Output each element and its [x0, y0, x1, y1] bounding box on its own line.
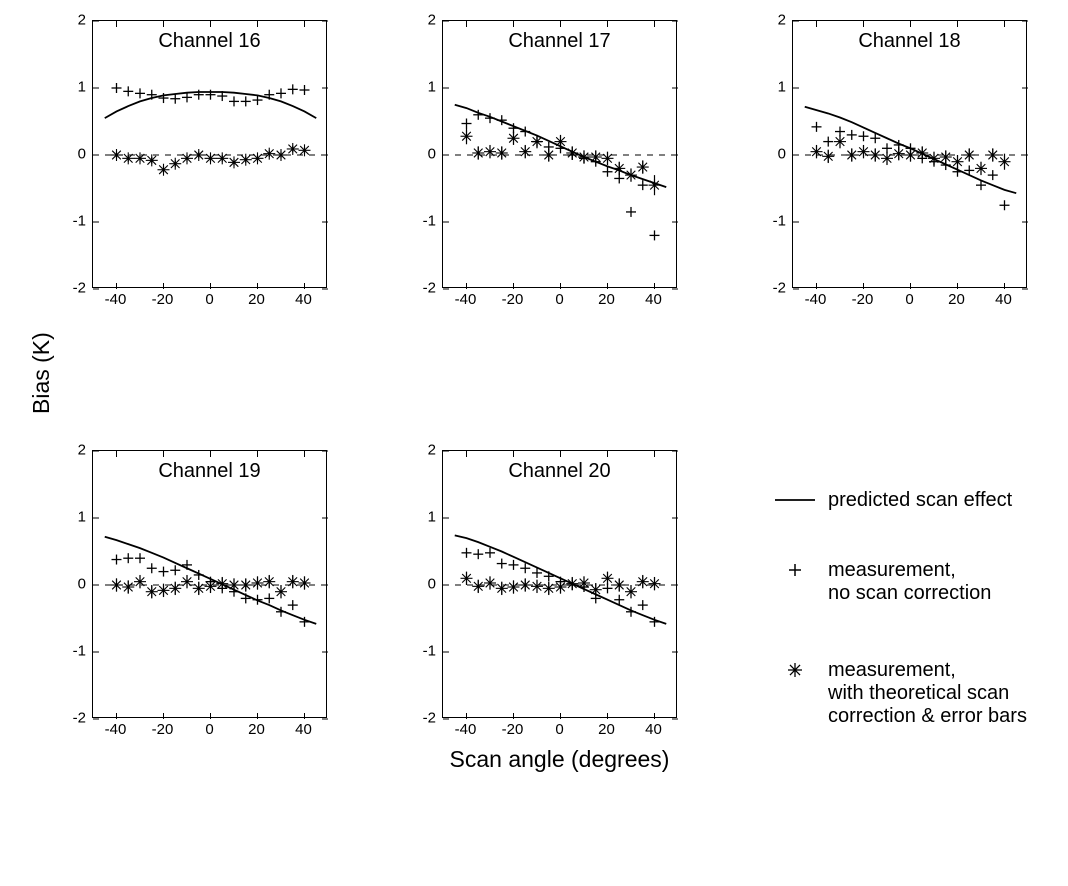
- xtick-label: -40: [105, 721, 127, 738]
- panel-ch19: -40 -20 0 20 40 -2 -1 0 1 2 Channel 19: [70, 440, 332, 758]
- ytick-label: 1: [78, 509, 86, 526]
- xtick-label: -40: [455, 291, 477, 308]
- xtick-label: -20: [852, 291, 874, 308]
- xtick-label: 20: [248, 721, 265, 738]
- xtick-label: 0: [205, 291, 213, 308]
- panel-title: Channel 16: [158, 30, 260, 53]
- ytick-label: 2: [428, 12, 436, 29]
- xtick-label: 40: [645, 721, 662, 738]
- xtick-label: -40: [105, 291, 127, 308]
- xtick-label: -20: [152, 291, 174, 308]
- ytick-label: -1: [73, 643, 86, 660]
- ytick-label: 0: [78, 576, 86, 593]
- plot-area: [92, 20, 327, 288]
- ytick-label: -2: [423, 280, 436, 297]
- plot-area: [442, 450, 677, 718]
- ytick-label: -1: [423, 643, 436, 660]
- xtick-label: -20: [502, 291, 524, 308]
- plot-area: [442, 20, 677, 288]
- xtick-label: -40: [805, 291, 827, 308]
- panel-ch17: -40 -20 0 20 40 -2 -1 0 1 2 Channel 17: [420, 10, 682, 328]
- xtick-label: 0: [555, 721, 563, 738]
- xtick-label: -20: [152, 721, 174, 738]
- legend-label: predicted scan effect: [828, 489, 1012, 512]
- xtick-label: 0: [555, 291, 563, 308]
- legend-label: measurement, with theoretical scan corre…: [828, 659, 1027, 728]
- xtick-label: 20: [948, 291, 965, 308]
- ytick-label: 0: [428, 146, 436, 163]
- ytick-label: -1: [73, 213, 86, 230]
- ytick-label: 2: [428, 442, 436, 459]
- ytick-label: -2: [423, 710, 436, 727]
- ytick-label: 1: [428, 509, 436, 526]
- panel-title: Channel 19: [158, 460, 260, 483]
- xtick-label: 0: [905, 291, 913, 308]
- xtick-label: 40: [295, 721, 312, 738]
- y-axis-label: Bias (K): [28, 332, 55, 414]
- xtick-label: 20: [248, 291, 265, 308]
- xtick-label: 20: [598, 721, 615, 738]
- panel-title: Channel 17: [508, 30, 610, 53]
- ytick-label: -2: [73, 710, 86, 727]
- ytick-label: 2: [78, 442, 86, 459]
- ytick-label: 0: [78, 146, 86, 163]
- xtick-label: -20: [502, 721, 524, 738]
- panel-ch20: -40 -20 0 20 40 -2 -1 0 1 2 Channel 20: [420, 440, 682, 758]
- ytick-label: 1: [78, 79, 86, 96]
- xtick-label: 40: [995, 291, 1012, 308]
- xtick-label: -40: [455, 721, 477, 738]
- xtick-label: 40: [645, 291, 662, 308]
- x-axis-label: Scan angle (degrees): [450, 746, 670, 773]
- plot-area: [92, 450, 327, 718]
- xtick-label: 20: [598, 291, 615, 308]
- ytick-label: 0: [778, 146, 786, 163]
- panel-ch16: -40 -20 0 20 40 -2 -1 0 1 2 Channel 16: [70, 10, 332, 328]
- ytick-label: -2: [773, 280, 786, 297]
- ytick-label: 2: [778, 12, 786, 29]
- panel-title: Channel 20: [508, 460, 610, 483]
- ytick-label: -1: [423, 213, 436, 230]
- xtick-label: 0: [205, 721, 213, 738]
- ytick-label: 1: [778, 79, 786, 96]
- ytick-label: 0: [428, 576, 436, 593]
- panel-ch18: -40 -20 0 20 40 -2 -1 0 1 2 Channel 18: [770, 10, 1032, 328]
- ytick-label: -2: [73, 280, 86, 297]
- ytick-label: 2: [78, 12, 86, 29]
- plot-area: [792, 20, 1027, 288]
- legend: predicted scan effect measurement, no sca…: [780, 480, 1060, 780]
- legend-label: measurement, no scan correction: [828, 559, 991, 605]
- figure: -40-2002040-2-1012Channel 16-40-2002040-…: [0, 0, 1068, 886]
- xtick-label: 40: [295, 291, 312, 308]
- ytick-label: 1: [428, 79, 436, 96]
- panel-title: Channel 18: [858, 30, 960, 53]
- ytick-label: -1: [773, 213, 786, 230]
